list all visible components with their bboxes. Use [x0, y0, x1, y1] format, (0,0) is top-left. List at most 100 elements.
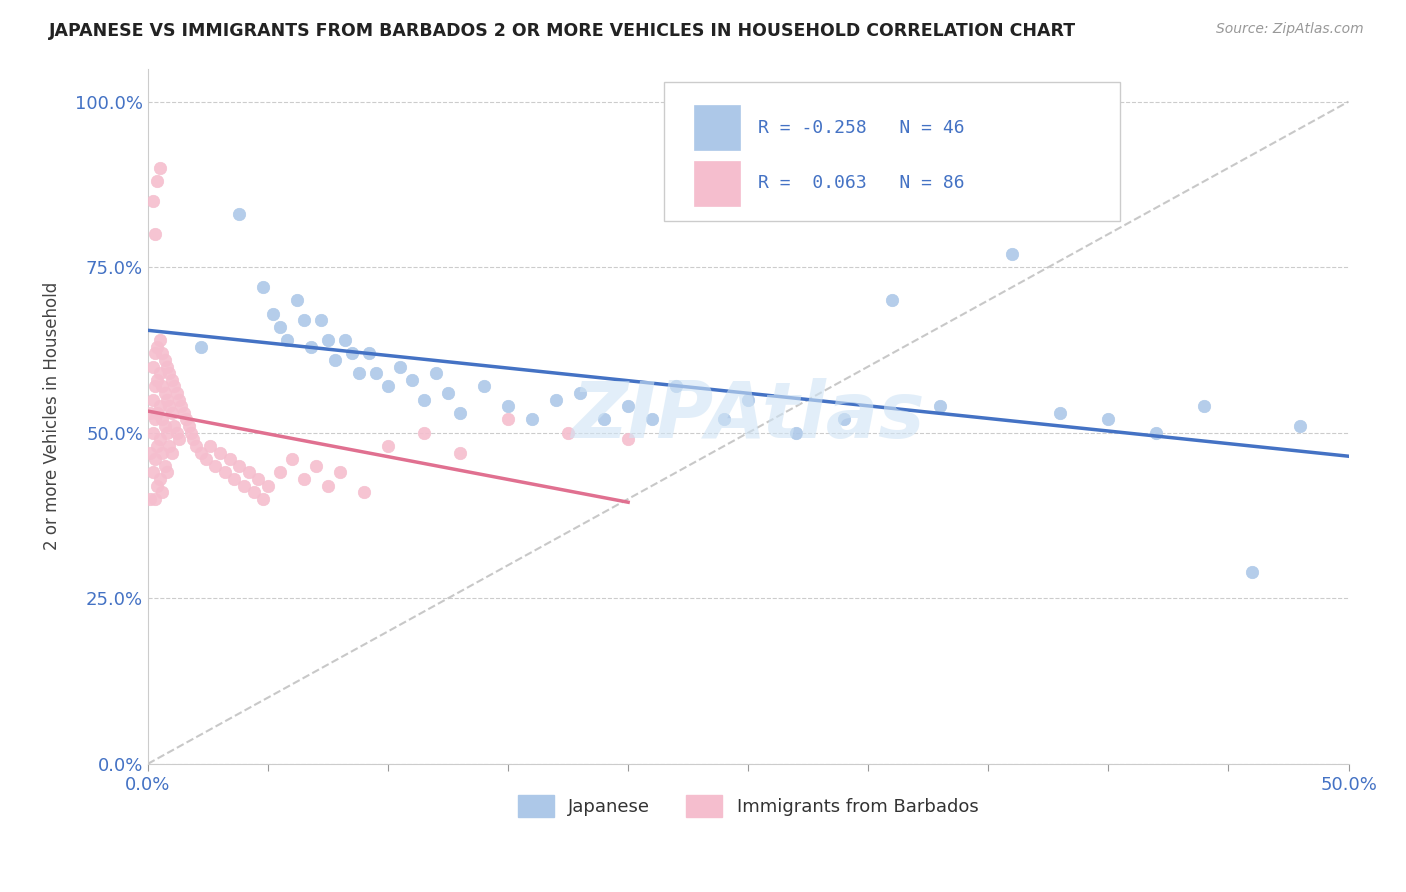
Point — [401, 373, 423, 387]
Point — [323, 352, 346, 367]
Point — [150, 445, 173, 459]
Point — [292, 472, 315, 486]
Point — [174, 412, 197, 426]
Point — [150, 379, 173, 393]
Point — [1097, 412, 1119, 426]
Point — [242, 485, 264, 500]
Point — [617, 433, 640, 447]
Point — [156, 359, 179, 374]
Point — [149, 333, 172, 347]
Point — [160, 373, 183, 387]
Point — [228, 458, 250, 473]
Point — [184, 439, 207, 453]
Point — [142, 194, 165, 208]
Point — [1289, 419, 1312, 434]
Text: R = -0.258   N = 46: R = -0.258 N = 46 — [758, 119, 965, 136]
Point — [305, 458, 328, 473]
Point — [163, 379, 186, 393]
Point — [166, 425, 188, 440]
FancyBboxPatch shape — [664, 82, 1121, 221]
Point — [340, 346, 363, 360]
Point — [139, 406, 162, 420]
Text: R =  0.063   N = 86: R = 0.063 N = 86 — [758, 174, 965, 193]
Point — [281, 452, 304, 467]
Point — [316, 479, 339, 493]
Point — [252, 491, 274, 506]
Point — [218, 452, 240, 467]
Point — [285, 293, 308, 308]
Point — [143, 452, 166, 467]
Point — [1241, 565, 1264, 579]
Point — [149, 472, 172, 486]
Point — [1049, 406, 1071, 420]
Point — [150, 412, 173, 426]
Point — [149, 366, 172, 380]
Point — [146, 373, 169, 387]
Point — [190, 340, 212, 354]
Point — [329, 466, 352, 480]
Point — [238, 466, 260, 480]
Point — [832, 412, 855, 426]
Point — [496, 399, 519, 413]
Point — [353, 485, 375, 500]
Point — [377, 439, 399, 453]
Point — [737, 392, 759, 407]
Point — [472, 379, 495, 393]
Y-axis label: 2 or more Vehicles in Household: 2 or more Vehicles in Household — [44, 282, 60, 550]
Point — [200, 439, 222, 453]
Point — [785, 425, 807, 440]
Point — [347, 366, 370, 380]
Point — [228, 207, 250, 221]
Point — [214, 466, 236, 480]
Point — [449, 406, 471, 420]
Point — [142, 425, 165, 440]
Point — [146, 439, 169, 453]
Point — [1001, 247, 1024, 261]
Point — [160, 445, 183, 459]
Point — [143, 491, 166, 506]
Point — [357, 346, 380, 360]
Point — [143, 227, 166, 241]
Point — [160, 406, 183, 420]
Point — [1144, 425, 1167, 440]
Point — [569, 386, 592, 401]
Point — [139, 445, 162, 459]
Point — [617, 399, 640, 413]
Point — [388, 359, 411, 374]
Point — [929, 399, 952, 413]
Point — [882, 293, 904, 308]
Point — [299, 340, 322, 354]
Point — [232, 479, 254, 493]
Point — [156, 466, 179, 480]
Point — [173, 406, 195, 420]
Point — [170, 399, 193, 413]
Point — [269, 466, 291, 480]
Point — [167, 433, 190, 447]
Point — [180, 425, 202, 440]
Point — [194, 452, 217, 467]
Point — [183, 433, 205, 447]
Point — [177, 419, 200, 434]
Point — [153, 386, 176, 401]
Point — [156, 425, 179, 440]
Point — [167, 392, 190, 407]
Point — [333, 333, 356, 347]
Point — [425, 366, 447, 380]
Point — [190, 445, 212, 459]
Point — [139, 491, 162, 506]
Point — [149, 161, 172, 175]
Point — [159, 399, 181, 413]
Point — [316, 333, 339, 347]
Point — [364, 366, 387, 380]
Point — [593, 412, 616, 426]
Point — [142, 392, 165, 407]
Point — [150, 346, 173, 360]
Point — [159, 439, 181, 453]
Point — [149, 433, 172, 447]
Point — [153, 458, 176, 473]
FancyBboxPatch shape — [695, 161, 740, 206]
Legend: Japanese, Immigrants from Barbados: Japanese, Immigrants from Barbados — [510, 788, 986, 824]
Point — [142, 359, 165, 374]
Point — [163, 419, 186, 434]
Point — [413, 392, 436, 407]
